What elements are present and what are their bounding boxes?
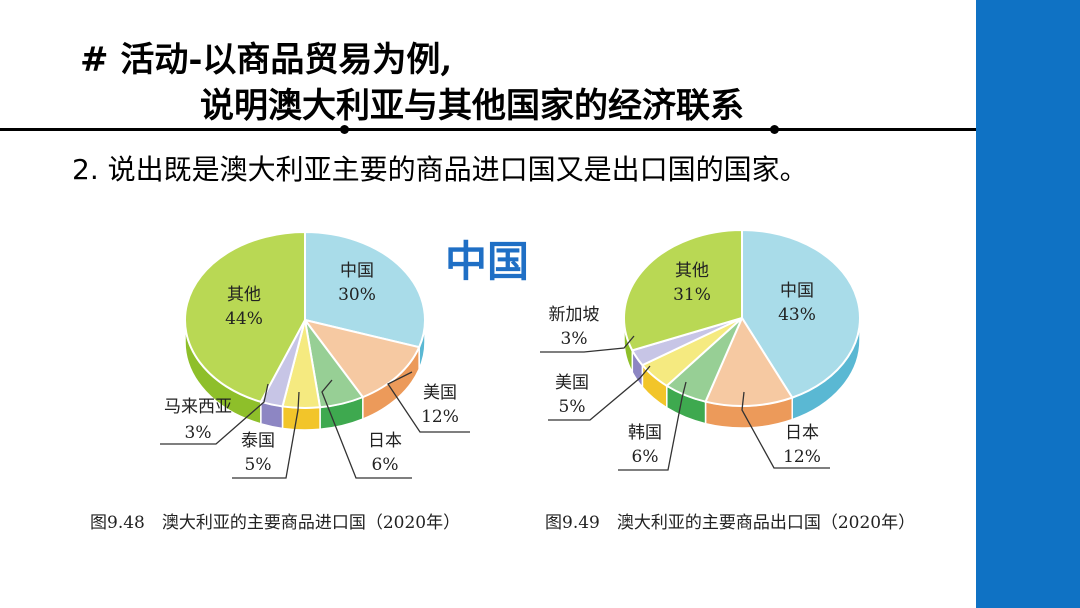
pie-slice-其他 <box>623 228 743 352</box>
slice-percent-马来西亚: 3% <box>185 423 212 443</box>
pie-slice-其他 <box>184 230 306 404</box>
slice-label-马来西亚: 马来西亚 <box>164 397 232 417</box>
slice-label-中国: 中国 <box>780 281 814 301</box>
leader-line-马来西亚 <box>160 383 269 445</box>
pie-slice-日本 <box>704 315 794 407</box>
slice-percent-日本: 6% <box>372 455 399 475</box>
title-divider <box>0 128 976 131</box>
leader-line-韩国 <box>618 381 687 471</box>
pie-chart-1: 中国 30% 美国 12% 日本 6% 泰国 5% 马来西亚 3% 其他 44% 图9.48 澳大利亚的… <box>90 230 470 533</box>
divider-dot-left <box>340 125 349 134</box>
slice-label-美国: 美国 <box>555 373 589 393</box>
slice-percent-美国: 12% <box>421 407 459 427</box>
slide-title-line-2: 说明澳大利亚与其他国家的经济联系 <box>200 86 744 126</box>
slice-label-其他: 其他 <box>227 285 261 305</box>
slice-label-泰国: 泰国 <box>241 431 275 451</box>
answer-text: 中国 <box>445 237 530 286</box>
leader-line-日本 <box>741 391 830 469</box>
question-number: 2. <box>72 153 99 186</box>
question-text: 说出既是澳大利亚主要的商品进口国又是出口国的国家。 <box>107 153 808 186</box>
pie-side-泰国 <box>281 405 321 431</box>
right-accent-band <box>976 0 1080 608</box>
slice-percent-新加坡: 3% <box>561 329 588 349</box>
slice-percent-中国: 43% <box>778 305 816 325</box>
pie-charts: 中国 30% 美国 12% 日本 6% 泰国 5% 马来西亚 3% 其他 44% 图9.48 澳大利亚的… <box>90 228 915 533</box>
slide-title-line-1: # 活动-以商品贸易为例, <box>80 40 453 80</box>
leader-line-美国 <box>387 371 470 433</box>
leader-line-新加坡 <box>540 335 635 353</box>
slice-percent-韩国: 6% <box>632 447 659 467</box>
slice-label-中国: 中国 <box>340 261 374 281</box>
divider-dot-right <box>770 125 779 134</box>
slice-percent-中国: 30% <box>338 285 376 305</box>
chart-caption-1: 图9.48 澳大利亚的主要商品进口国（2020年） <box>90 513 460 533</box>
slice-label-韩国: 韩国 <box>628 423 662 443</box>
slice-label-日本: 日本 <box>785 423 819 443</box>
slice-percent-泰国: 5% <box>245 455 272 475</box>
leader-line-日本 <box>321 379 412 479</box>
leader-line-美国 <box>548 365 651 421</box>
slice-percent-美国: 5% <box>559 397 586 417</box>
pie-slice-中国 <box>741 228 861 399</box>
slice-label-日本: 日本 <box>368 431 402 451</box>
slice-percent-其他: 44% <box>225 309 263 329</box>
chart-caption-2: 图9.49 澳大利亚的主要商品出口国（2020年） <box>545 513 915 533</box>
pie-chart-2: 中国 43% 日本 12% 韩国 6% 美国 5% 新加坡 3% 其他 31% 图9.49 澳大利亚的主… <box>540 228 915 533</box>
question: 2. 说出既是澳大利亚主要的商品进口国又是出口国的国家。 <box>72 150 808 190</box>
pie-slice-中国 <box>304 230 426 349</box>
pie-slice-美国 <box>302 318 421 399</box>
slice-percent-日本: 12% <box>783 447 821 467</box>
slice-label-新加坡: 新加坡 <box>549 305 600 325</box>
slice-label-美国: 美国 <box>423 383 457 403</box>
leader-line-泰国 <box>232 391 300 479</box>
slice-percent-其他: 31% <box>673 285 711 305</box>
slice-label-其他: 其他 <box>675 261 709 281</box>
